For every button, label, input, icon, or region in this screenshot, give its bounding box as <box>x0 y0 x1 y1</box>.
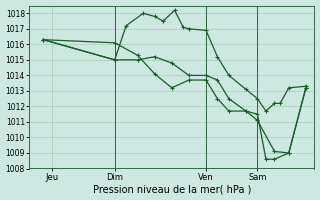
X-axis label: Pression niveau de la mer( hPa ): Pression niveau de la mer( hPa ) <box>92 184 251 194</box>
